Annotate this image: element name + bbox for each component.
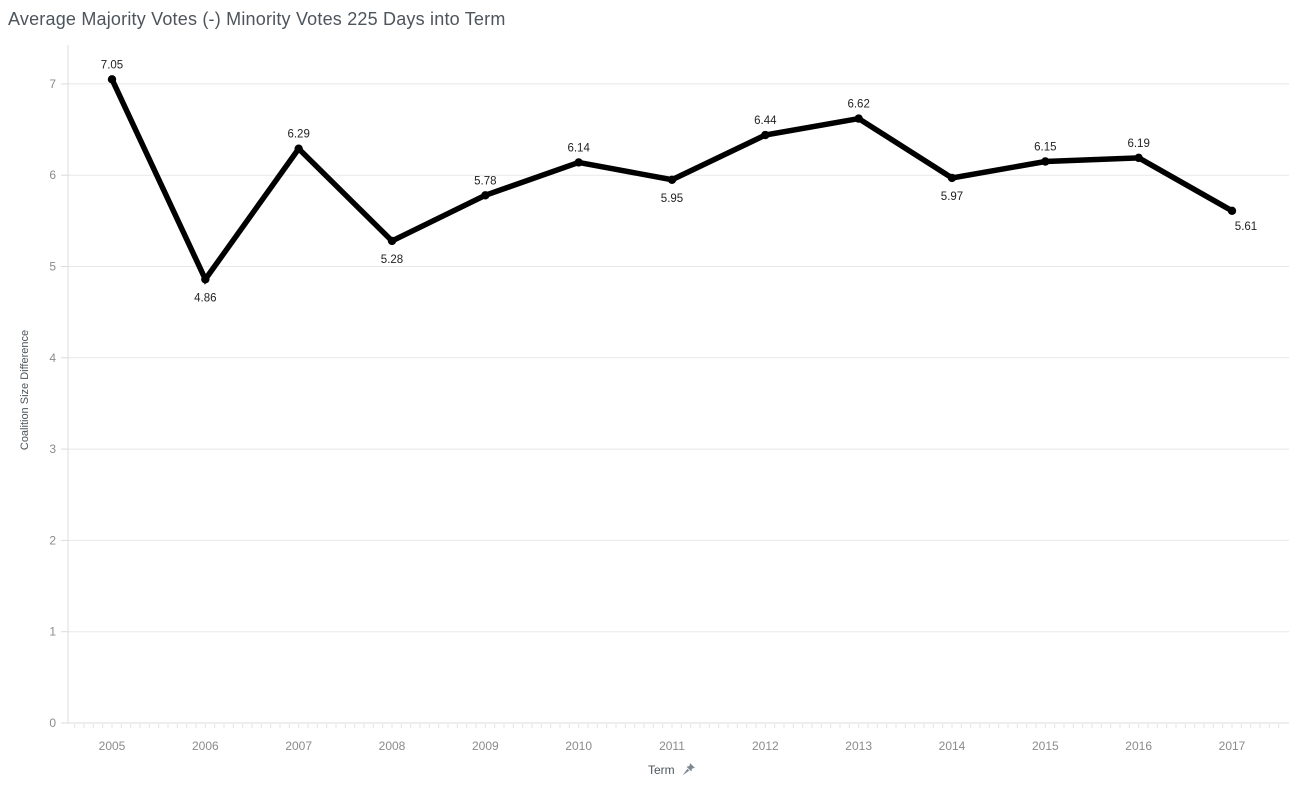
data-label-2009: 5.78 [474, 175, 496, 187]
data-label-2016: 6.19 [1127, 138, 1149, 150]
data-point-2017[interactable] [1227, 206, 1237, 216]
x-tick-label-2017: 2017 [1219, 739, 1246, 753]
y-tick-label-3: 3 [49, 442, 56, 456]
pin-icon[interactable] [681, 762, 696, 777]
y-tick-label-7: 7 [49, 77, 56, 91]
data-point-2016[interactable] [1134, 153, 1143, 163]
x-tick-label-2012: 2012 [752, 739, 779, 753]
data-label-2014: 5.97 [941, 191, 963, 203]
chart-title: Average Majority Votes (-) Minority Vote… [8, 9, 506, 29]
data-label-2006: 4.86 [194, 292, 216, 304]
data-point-2014[interactable] [947, 173, 957, 183]
data-point-2009[interactable] [481, 191, 490, 200]
data-point-2005[interactable] [107, 75, 117, 84]
data-point-2006[interactable] [201, 275, 210, 284]
data-point-2010[interactable] [574, 158, 583, 167]
data-label-2011: 5.95 [661, 193, 683, 205]
data-point-2012[interactable] [761, 130, 770, 140]
data-label-2005: 7.05 [101, 59, 123, 71]
x-tick-label-2007: 2007 [285, 739, 312, 753]
x-tick-label-2011: 2011 [659, 739, 685, 753]
y-tick-label-5: 5 [49, 260, 56, 274]
data-point-2015[interactable] [1041, 157, 1050, 166]
data-point-2008[interactable] [387, 236, 397, 246]
y-tick-label-1: 1 [49, 625, 56, 639]
data-label-2017: 5.61 [1235, 221, 1257, 233]
x-axis-title: Term [648, 762, 675, 777]
y-tick-label-2: 2 [49, 533, 56, 547]
x-axis-title-group: Term [648, 762, 696, 777]
x-tick-label-2010: 2010 [565, 739, 592, 753]
data-label-2008: 5.28 [381, 254, 403, 266]
x-tick-label-2005: 2005 [99, 739, 126, 753]
data-point-2013[interactable] [854, 114, 863, 123]
x-tick-label-2016: 2016 [1125, 739, 1152, 753]
x-tick-label-2013: 2013 [845, 739, 872, 753]
x-tick-label-2014: 2014 [939, 739, 966, 753]
x-tick-label-2006: 2006 [192, 739, 219, 753]
data-label-2015: 6.15 [1034, 142, 1056, 154]
x-tick-label-2009: 2009 [472, 739, 499, 753]
y-tick-label-4: 4 [49, 351, 56, 365]
y-tick-label-0: 0 [49, 716, 56, 730]
data-point-2011[interactable] [667, 175, 677, 184]
data-point-2007[interactable] [294, 144, 303, 153]
data-label-2010: 6.14 [567, 142, 590, 154]
data-label-2012: 6.44 [754, 115, 777, 127]
y-tick-label-6: 6 [49, 168, 56, 182]
data-label-2007: 6.29 [287, 129, 309, 141]
data-label-2013: 6.62 [847, 99, 869, 111]
x-tick-label-2015: 2015 [1032, 739, 1059, 753]
x-tick-label-2008: 2008 [379, 739, 406, 753]
y-axis-title: Coalition Size Difference [19, 329, 31, 451]
